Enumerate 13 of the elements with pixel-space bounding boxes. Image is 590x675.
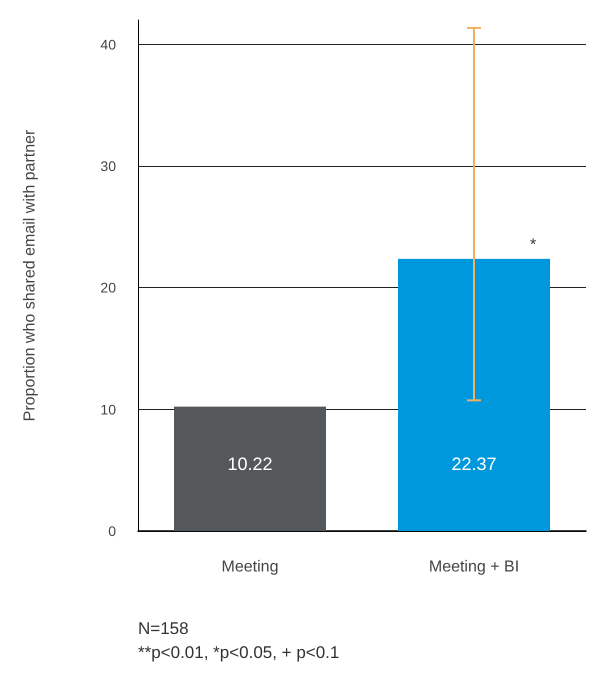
y-axis-title: Proportion who shared email with partner	[22, 128, 38, 422]
y-tick-label: 0	[108, 523, 116, 539]
text: **p<0.01, *p<0.05, + p<0.1	[138, 643, 340, 662]
data-label: 22.37	[451, 454, 497, 474]
x-tick-label: Meeting	[222, 558, 278, 576]
text: N=158	[138, 619, 189, 638]
annotation: *	[530, 236, 536, 254]
y-tick-label: 30	[100, 158, 116, 174]
y-tick-label: 10	[100, 401, 116, 418]
data-label: 10.22	[227, 454, 273, 474]
y-tick-label: 20	[100, 280, 116, 296]
y-tick-label: 40	[100, 36, 116, 52]
x-tick-label: Meeting + BI	[428, 558, 520, 576]
